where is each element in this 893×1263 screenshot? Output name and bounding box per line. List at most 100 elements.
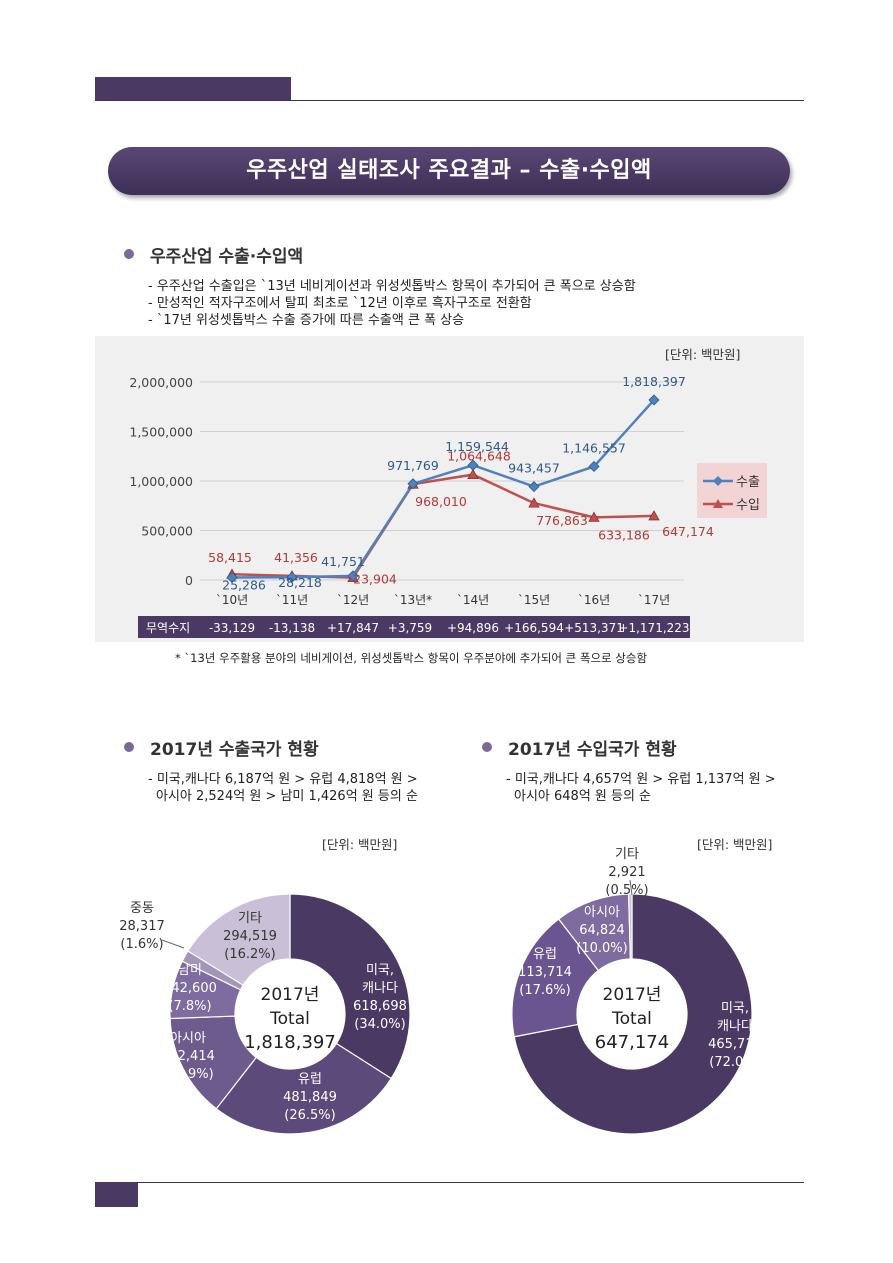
slice-label: (17.6%): [519, 983, 570, 998]
section-bullet-icon: [482, 742, 492, 752]
x-tick-label: `17년: [638, 593, 670, 607]
x-tick-label: `10년: [216, 593, 248, 607]
import-data-label: 633,186: [598, 527, 650, 542]
trade-balance-value: -13,138: [269, 621, 315, 635]
y-tick-label: 500,000: [141, 524, 193, 539]
slice-label: 중동: [130, 901, 154, 916]
slice-label: 미국,: [366, 963, 394, 978]
export-summary: - 미국,캐나다 6,187억 원 > 유럽 4,818억 원 > 아시아 2,…: [148, 771, 418, 805]
export-point: [467, 459, 479, 471]
import-point: [467, 468, 479, 479]
slice-label: 252,414: [161, 1049, 215, 1064]
donut-slice: [187, 893, 291, 986]
trade-summary-line: - 우주산업 수출입은 `13년 네비게이션과 위성셋톱박스 항목이 추가되어 …: [148, 279, 636, 294]
slice-label: 142,600: [163, 981, 217, 996]
slice-label: (13.9%): [162, 1067, 213, 1082]
donut-center-year: 2017년: [603, 985, 662, 1005]
donut-center-total-label: Total: [611, 1009, 652, 1029]
slice-label: (26.5%): [284, 1108, 335, 1123]
x-tick-label: `12년: [337, 593, 369, 607]
export-point: [648, 394, 660, 406]
export-point: [226, 571, 238, 584]
export-point: [286, 571, 298, 583]
y-tick-label: 1,500,000: [129, 425, 193, 440]
slice-label: 남미: [178, 963, 202, 978]
export-summary-line: - 미국,캐나다 6,187억 원 > 유럽 4,818억 원 >: [148, 772, 418, 787]
x-tick-label: `16년: [578, 593, 610, 607]
trade-balance-value: +1,171,223: [618, 621, 689, 635]
slice-label: (16.2%): [224, 947, 275, 962]
y-tick-label: 0: [185, 573, 193, 588]
trade-line-chart: 0 500,000 1,000,000 1,500,000 2,000,000 `10년 `…: [129, 374, 767, 638]
import-country-donut-chart: 2017년 Total 647,174 미국, 캐나다 465,715 (72.0%) 유럽 1…: [511, 847, 762, 1135]
export-data-label: 1,146,557: [562, 440, 626, 455]
footer-accent-bar: [95, 1182, 138, 1207]
export-data-label: 943,457: [508, 461, 560, 476]
line-chart-background: [95, 336, 804, 642]
donut-hole: [577, 959, 687, 1069]
slice-label: 2,921: [608, 865, 645, 880]
export-country-donut-chart: 2017년 Total 1,818,397 미국, 캐나다 618,698 (34.0%) 유…: [119, 893, 411, 1135]
export-data-label: 25,286: [222, 577, 266, 592]
slice-label: (34.0%): [354, 1017, 405, 1032]
trade-summary-line: - `17년 위성셋톱박스 수출 증가에 따른 수출액 큰 폭 상승: [148, 313, 465, 328]
export-point: [528, 481, 540, 493]
export-series-line: [231, 399, 655, 579]
export-data-label: 971,769: [387, 458, 439, 473]
legend-export-label: 수출: [736, 475, 760, 490]
trade-balance-bar: [138, 616, 690, 638]
x-tick-label: `15년: [518, 593, 550, 607]
export-point: [347, 570, 359, 582]
page-banner-title: 우주산업 실태조사 주요결과 – 수출·수입액: [108, 147, 790, 195]
legend-box: [697, 463, 767, 518]
import-data-label: 776,863: [536, 513, 588, 528]
section-title-export-countries: 2017년 수출국가 현황: [150, 740, 319, 760]
slice-label: 64,824: [579, 923, 625, 938]
slice-label: (1.6%): [120, 937, 163, 952]
trade-summary: - 우주산업 수출입은 `13년 네비게이션과 위성셋톱박스 항목이 추가되어 …: [148, 278, 636, 329]
import-data-label: 41,356: [274, 550, 318, 565]
slice-label: 유럽: [533, 947, 557, 962]
slice-label: 아시아: [584, 905, 620, 920]
export-point: [407, 478, 419, 490]
import-point: [528, 497, 540, 508]
donut-hole: [235, 959, 345, 1069]
slice-label: (72.0%): [709, 1055, 760, 1070]
trade-balance-label: 무역수지: [146, 621, 190, 635]
section-title-import-countries: 2017년 수입국가 현황: [508, 740, 677, 760]
trade-balance-value: +166,594: [504, 621, 564, 635]
slice-label: 유럽: [298, 1072, 322, 1087]
slice-label: 기타: [238, 911, 262, 926]
slice-label: 618,698: [353, 999, 407, 1014]
donut-center-total-value: 1,818,397: [244, 1032, 336, 1053]
slice-label: (10.0%): [576, 941, 627, 956]
import-data-label: 23,904: [353, 572, 397, 587]
trade-balance-value: +513,371: [564, 621, 624, 635]
x-tick-label: `11년: [276, 593, 308, 607]
slice-label: 기타: [615, 847, 639, 862]
x-tick-label: `13년*: [394, 593, 432, 607]
export-data-label: 41,751: [321, 554, 365, 569]
export-data-label: 1,159,544: [445, 439, 509, 454]
y-tick-label: 1,000,000: [129, 474, 193, 489]
trade-balance-value: -33,129: [209, 621, 255, 635]
trade-balance-value: +3,759: [388, 621, 432, 635]
leader-line: [629, 879, 633, 896]
slice-label: (0.5%): [605, 883, 648, 898]
y-tick-label: 2,000,000: [129, 375, 193, 390]
section-bullet-icon: [124, 249, 134, 259]
line-chart-unit: [단위: 백만원]: [665, 347, 741, 362]
export-summary-line: 아시아 2,524억 원 > 남미 1,426억 원 등의 순: [156, 789, 418, 804]
export-data-label: 1,818,397: [622, 374, 686, 389]
import-data-label: 647,174: [662, 524, 714, 539]
import-point: [648, 510, 660, 521]
import-summary-line: 아시아 648억 원 등의 순: [514, 789, 652, 804]
legend-import-marker: [713, 499, 723, 508]
import-summary-line: - 미국,캐나다 4,657억 원 > 유럽 1,137억 원 >: [506, 772, 776, 787]
section-bullet-icon: [124, 742, 134, 752]
export-point: [588, 460, 600, 473]
trade-balance-value: +17,847: [327, 621, 379, 635]
slice-label: 28,317: [119, 919, 165, 934]
trade-balance-value: +94,896: [447, 621, 499, 635]
slice-label: 481,849: [283, 1090, 337, 1105]
